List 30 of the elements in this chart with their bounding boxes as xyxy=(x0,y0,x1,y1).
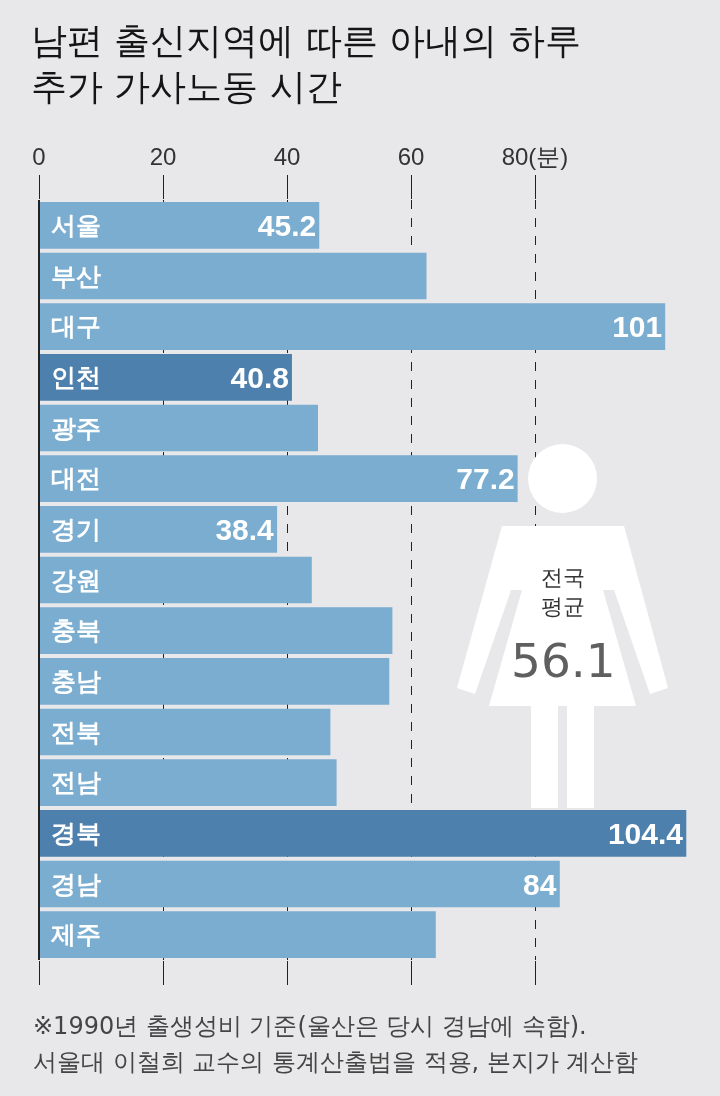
data-label: 77.2 xyxy=(456,462,515,496)
data-label: 45.2 xyxy=(257,208,317,242)
y-tick-label: 강원 xyxy=(50,565,101,595)
y-tick-label: 대구 xyxy=(50,312,101,342)
y-tick-label: 경기 xyxy=(50,515,101,545)
y-tick-label: 전북 xyxy=(50,717,101,747)
data-label: 101 xyxy=(612,310,663,344)
y-tick-label: 부산 xyxy=(50,261,101,291)
data-label: 84 xyxy=(523,867,557,901)
x-tick-label: 60 xyxy=(397,143,425,171)
chart-title: 남편 출신지역에 따른 아내의 하루 추가 가사노동 시간 xyxy=(31,19,581,108)
text: ※1990년 출생성비 기준(울산은 당시 경남에 속함). xyxy=(33,1012,587,1040)
data-label: 38.4 xyxy=(215,512,275,546)
y-tick-label: 대전 xyxy=(50,464,101,494)
x-tick-label: 40 xyxy=(273,143,301,171)
y-tick-label: 광주 xyxy=(50,413,101,443)
y-tick-label: 전남 xyxy=(50,768,101,798)
y-tick-label: 경남 xyxy=(50,869,101,899)
y-tick-label: 인천 xyxy=(50,363,101,393)
x-tick-label: 20 xyxy=(149,143,177,171)
y-tick-label: 충북 xyxy=(50,616,101,646)
data-label: 40.8 xyxy=(230,360,289,394)
y-tick-label: 서울 xyxy=(50,211,101,241)
x-tick-label: 80(분) xyxy=(501,143,569,171)
y-tick-label: 충남 xyxy=(50,667,101,697)
y-tick-label: 경북 xyxy=(50,819,101,849)
text: 서울대 이철희 교수의 통계산출법을 적용, 본지가 계산함 xyxy=(33,1048,639,1076)
x-tick-label: 0 xyxy=(32,143,46,171)
y-tick-label: 제주 xyxy=(49,920,101,950)
data-label: 104.4 xyxy=(607,816,684,850)
